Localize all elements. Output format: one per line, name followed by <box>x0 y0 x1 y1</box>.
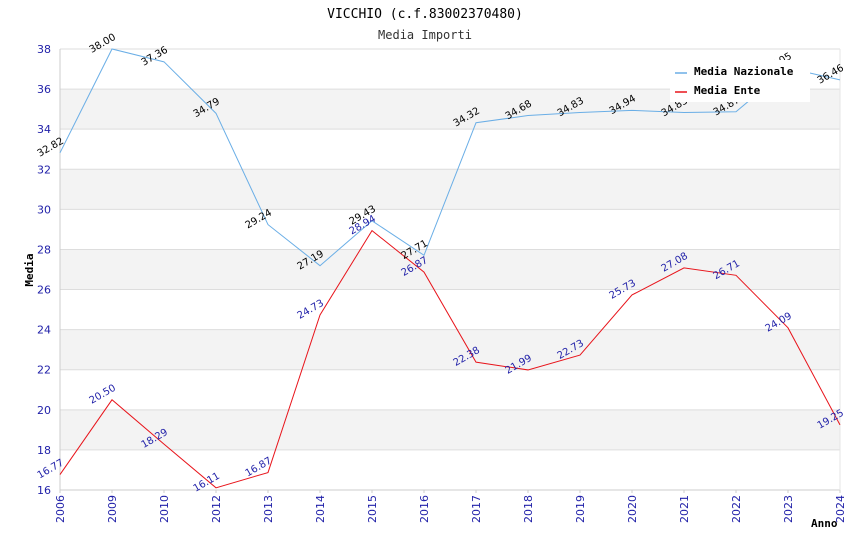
x-tick-label: 2023 <box>782 495 795 523</box>
x-tick-label: 2012 <box>210 495 223 523</box>
x-tick-label: 2021 <box>678 495 691 523</box>
y-tick-label: 20 <box>37 404 51 417</box>
legend-background <box>670 60 810 102</box>
data-label-media-nazionale: 38.00 <box>88 32 118 56</box>
chart-title: VICCHIO (c.f.83002370480) <box>327 7 523 22</box>
y-tick-label: 30 <box>37 203 51 216</box>
x-tick-label: 2013 <box>262 495 275 523</box>
data-label-media-ente: 16.11 <box>192 471 222 495</box>
legend: Media Nazionale Media Ente <box>670 60 810 102</box>
series-lines <box>59 48 841 489</box>
chart-subtitle: Media Importi <box>378 28 472 42</box>
x-tick-label: 2017 <box>470 495 483 523</box>
x-tick-label: 2018 <box>522 495 535 523</box>
data-label-media-ente: 20.50 <box>88 383 118 407</box>
grid-band <box>60 409 840 450</box>
legend-label-media-nazionale: Media Nazionale <box>694 65 794 78</box>
y-tick-label: 16 <box>37 484 51 497</box>
y-tick-label: 26 <box>37 284 51 297</box>
x-tick-label: 2015 <box>366 495 379 523</box>
x-tick-label: 2022 <box>730 495 743 523</box>
series-line-media-nazionale <box>59 48 841 267</box>
grid-lines <box>60 48 840 491</box>
data-label-media-ente: 16.77 <box>36 457 66 481</box>
y-axis-ticks: 16 18 20 22 24 26 28 30 32 34 36 38 <box>37 43 51 497</box>
x-tick-label: 2024 <box>834 495 847 523</box>
x-tick-label: 2016 <box>418 495 431 523</box>
data-label-media-nazionale: 32.82 <box>36 136 66 160</box>
grid-bands <box>60 89 840 450</box>
x-tick-label: 2010 <box>158 495 171 523</box>
x-tick-label: 2006 <box>54 495 67 523</box>
y-tick-label: 18 <box>37 444 51 457</box>
data-label-media-nazionale: 36.46 <box>816 63 846 87</box>
data-label-media-nazionale: 37.36 <box>140 45 170 69</box>
y-tick-label: 34 <box>37 123 51 136</box>
y-tick-label: 24 <box>37 324 51 337</box>
y-tick-label: 38 <box>37 43 51 56</box>
x-axis-label: Anno <box>811 517 838 530</box>
y-axis-label: Media <box>23 253 36 286</box>
x-tick-label: 2014 <box>314 495 327 523</box>
legend-label-media-ente: Media Ente <box>694 84 761 97</box>
grid-band <box>60 329 840 370</box>
data-label-media-ente: 24.73 <box>296 298 326 322</box>
x-axis-ticks: 2006 2009 2010 2012 2013 2014 2015 2016 2017 2018… <box>54 490 847 523</box>
grid-band <box>60 249 840 290</box>
y-tick-label: 32 <box>37 163 51 176</box>
y-tick-label: 28 <box>37 243 51 256</box>
x-tick-label: 2019 <box>574 495 587 523</box>
y-tick-label: 36 <box>37 83 51 96</box>
chart-axes <box>59 49 841 491</box>
y-tick-label: 22 <box>37 364 51 377</box>
x-tick-label: 2020 <box>626 495 639 523</box>
data-label-media-nazionale: 29.24 <box>244 208 274 232</box>
series-line-media-ente <box>59 229 841 489</box>
x-tick-label: 2009 <box>106 495 119 523</box>
